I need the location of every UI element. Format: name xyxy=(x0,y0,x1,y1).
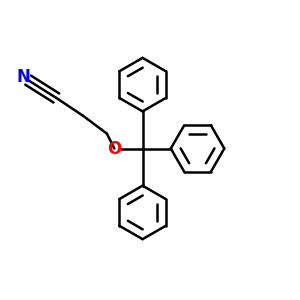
Text: N: N xyxy=(17,68,31,85)
Text: O: O xyxy=(107,140,122,158)
